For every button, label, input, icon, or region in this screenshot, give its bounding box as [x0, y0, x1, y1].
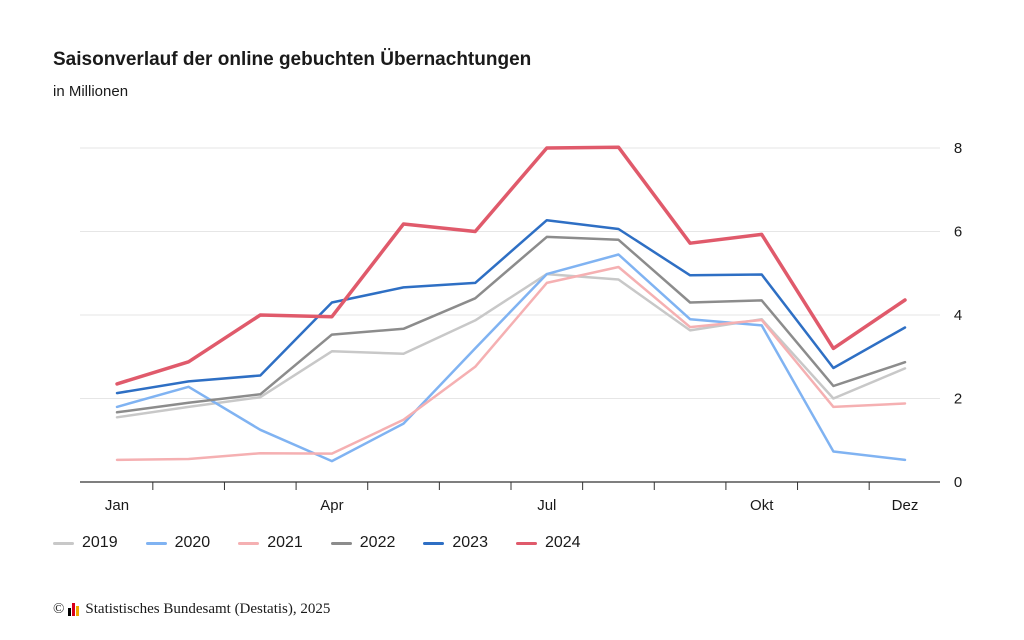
y-tick-label: 2	[954, 391, 962, 408]
copyright-symbol: ©	[53, 601, 65, 617]
y-tick-label: 6	[954, 224, 962, 241]
logo-bar	[76, 606, 80, 616]
y-tick-label: 0	[954, 474, 962, 491]
logo-bar	[72, 603, 76, 616]
legend-label: 2019	[82, 534, 118, 551]
legend-label: 2020	[174, 534, 211, 551]
legend-item-2023: 2023	[423, 534, 488, 552]
chart-title: Saisonverlauf der online gebuchten Übern…	[53, 49, 532, 70]
legend-item-2024: 2024	[515, 534, 581, 552]
legend-item-2022: 2022	[330, 534, 396, 552]
legend-label: 2024	[544, 534, 581, 551]
x-tick-label: Jan	[105, 497, 129, 514]
legend-swatch	[423, 541, 445, 545]
x-tick-label: Dez	[892, 497, 919, 514]
series-line-2021	[115, 265, 907, 462]
x-tick-label: Jul	[537, 497, 556, 514]
legend-item-2019: 2019	[53, 534, 118, 552]
legend-swatch	[238, 541, 260, 545]
y-tick-label: 8	[954, 140, 962, 157]
y-tick-label: 4	[954, 307, 962, 324]
source-text: Statistisches Bundesamt (Destatis), 2025	[85, 601, 331, 617]
legend-item-2021: 2021	[238, 534, 303, 552]
legend-swatch	[145, 541, 167, 545]
series-line-2022	[115, 235, 907, 414]
legend-swatch	[330, 541, 352, 545]
logo-bar	[68, 608, 72, 616]
legend-label: 2021	[267, 534, 303, 551]
line-chart: 0 2 4 6 8 Jan Apr Jul Okt Dez	[80, 140, 962, 514]
series-line-2019	[115, 272, 907, 419]
series-line-2023	[115, 218, 907, 395]
x-tick-label: Okt	[750, 497, 774, 514]
legend-swatch	[53, 541, 74, 545]
series-line-2020	[115, 253, 907, 463]
chart-subtitle: in Millionen	[53, 83, 129, 100]
source-footer: © Statistisches Bundesamt (Destatis), 20…	[53, 601, 330, 618]
x-tick-label: Apr	[320, 497, 343, 514]
legend-swatch	[515, 541, 537, 545]
legend-item-2020: 2020	[145, 534, 211, 552]
legend-label: 2023	[452, 534, 488, 551]
legend-label: 2022	[359, 534, 396, 551]
series-line-2024	[115, 145, 907, 386]
destatis-logo-icon	[68, 603, 80, 616]
chart-legend: 2019 2020 2021 2022 2023 2024	[53, 534, 609, 552]
